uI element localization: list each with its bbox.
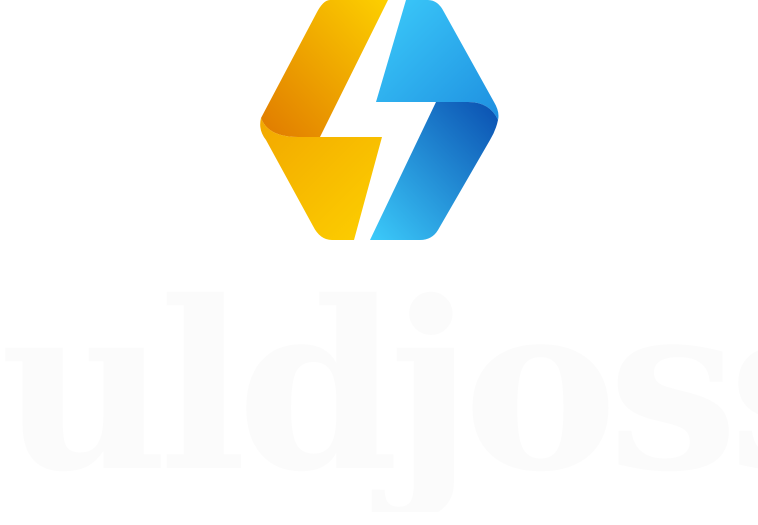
logo-blue-upper xyxy=(376,0,499,120)
lightning-hexagon-icon xyxy=(260,0,499,240)
brand-wordmark: uldjoss56 xyxy=(0,262,758,512)
logo-orange-lower xyxy=(260,118,382,240)
logo-blue-lower xyxy=(370,102,498,240)
logo-orange-upper xyxy=(261,0,388,137)
